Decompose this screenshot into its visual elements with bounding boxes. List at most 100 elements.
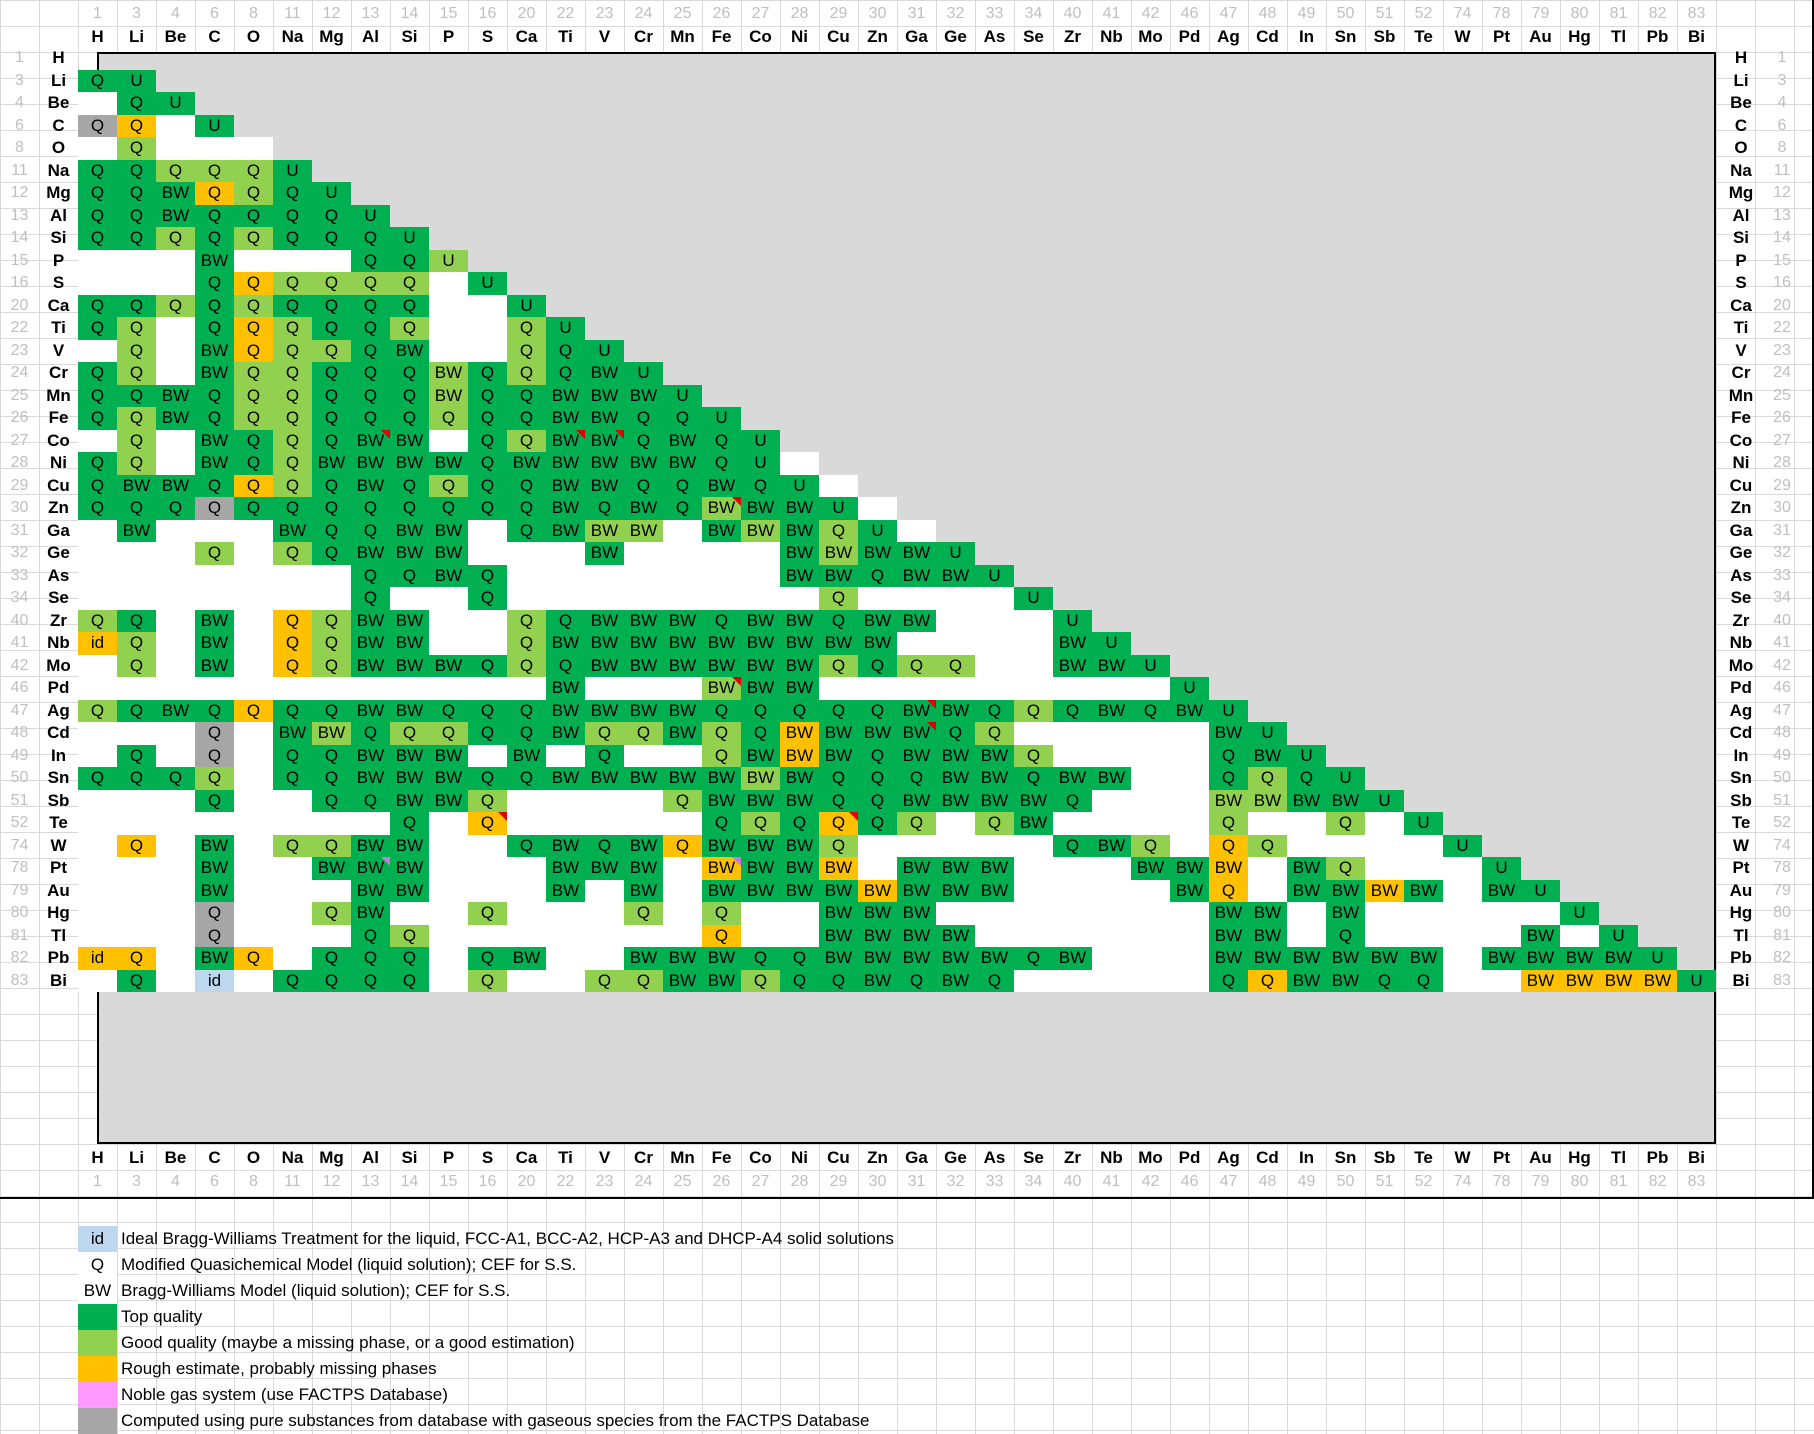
- column-number: 80: [1570, 5, 1589, 22]
- matrix-cell-empty: [273, 879, 312, 902]
- column-number: 46: [1180, 5, 1199, 22]
- row-number-right: 49: [1773, 746, 1791, 764]
- matrix-cell: BW: [546, 722, 585, 745]
- divider-line: [0, 1197, 1814, 1199]
- column-number: 52: [1414, 5, 1433, 22]
- matrix-cell: U: [156, 92, 195, 115]
- matrix-cell-empty: [78, 429, 117, 452]
- column-symbol-bottom: Al: [362, 1148, 379, 1167]
- column-symbol-bottom: Cd: [1256, 1148, 1279, 1167]
- column-symbol-bottom: Cu: [827, 1148, 850, 1167]
- row-symbol: Mn: [46, 385, 71, 405]
- matrix-cell: BW: [624, 767, 663, 790]
- matrix-cell: U: [1365, 789, 1404, 812]
- column-number-bottom: 31: [907, 1173, 926, 1190]
- column-number: 1: [93, 5, 102, 22]
- matrix-cell: Q: [468, 812, 507, 835]
- matrix-cell-empty: [273, 902, 312, 925]
- matrix-cell-empty: [585, 587, 624, 610]
- matrix-cell: BW: [1014, 812, 1053, 835]
- matrix-cell-empty: [156, 609, 195, 632]
- matrix-cell: Q: [624, 969, 663, 992]
- matrix-cell: BW: [585, 384, 624, 407]
- matrix-cell: BW: [702, 834, 741, 857]
- row-number-right: 79: [1773, 881, 1791, 899]
- matrix-cell: BW: [741, 654, 780, 677]
- matrix-cell: U: [1443, 834, 1482, 857]
- column-number: 15: [439, 5, 458, 22]
- matrix-cell: U: [1521, 879, 1560, 902]
- matrix-cell-empty: [429, 902, 468, 925]
- matrix-cell-empty: [975, 632, 1014, 655]
- column-number: 14: [400, 5, 419, 22]
- row-symbol: Mg: [46, 183, 71, 203]
- matrix-cell-empty: [1131, 677, 1170, 700]
- matrix-cell-empty: [1365, 857, 1404, 880]
- matrix-cell-empty: [663, 587, 702, 610]
- matrix-cell: Q: [312, 227, 351, 250]
- matrix-cell-empty: [1092, 722, 1131, 745]
- matrix-cell-empty: [585, 902, 624, 925]
- matrix-cell: Q: [351, 924, 390, 947]
- matrix-cell-empty: [507, 812, 546, 835]
- matrix-cell: U: [1092, 632, 1131, 655]
- matrix-cell-empty: [78, 654, 117, 677]
- matrix-cell: BW: [741, 497, 780, 520]
- matrix-cell: BW: [741, 632, 780, 655]
- matrix-cell: Q: [1209, 879, 1248, 902]
- row-number: 22: [10, 319, 29, 337]
- row-symbol-right: Cd: [1729, 723, 1753, 743]
- matrix-cell-empty: [741, 564, 780, 587]
- matrix-cell: BW: [663, 699, 702, 722]
- matrix-cell: Q: [507, 699, 546, 722]
- matrix-cell: BW: [858, 969, 897, 992]
- matrix-cell-empty: [234, 744, 273, 767]
- matrix-cell: Q: [390, 384, 429, 407]
- matrix-cell: Q: [1053, 789, 1092, 812]
- column-number-bottom: 52: [1414, 1173, 1433, 1190]
- matrix-cell: BW: [741, 834, 780, 857]
- matrix-cell: BW: [1053, 767, 1092, 790]
- matrix-cell-empty: [78, 249, 117, 272]
- matrix-cell: Q: [117, 159, 156, 182]
- matrix-cell: BW: [585, 407, 624, 430]
- matrix-cell: BW: [390, 879, 429, 902]
- matrix-cell-empty: [936, 587, 975, 610]
- matrix-cell: BW: [585, 362, 624, 385]
- row-symbol: Ti: [51, 318, 66, 338]
- matrix-cell: Q: [507, 362, 546, 385]
- matrix-cell: BW: [507, 947, 546, 970]
- column-number: 32: [946, 5, 965, 22]
- matrix-cell: BW: [663, 969, 702, 992]
- matrix-cell: BW: [897, 857, 936, 880]
- matrix-cell-empty: [234, 587, 273, 610]
- row-number: 47: [10, 701, 29, 719]
- row-symbol: As: [47, 565, 70, 585]
- matrix-cell-empty: [117, 722, 156, 745]
- matrix-cell: BW: [780, 879, 819, 902]
- column-symbol: Mn: [670, 27, 695, 46]
- matrix-cell-empty: [390, 587, 429, 610]
- matrix-cell: Q: [117, 654, 156, 677]
- matrix-cell-empty: [624, 677, 663, 700]
- matrix-cell-empty: [156, 834, 195, 857]
- row-symbol: Tl: [50, 925, 67, 945]
- matrix-cell-empty: [195, 812, 234, 835]
- matrix-cell-empty: [429, 834, 468, 857]
- matrix-cell-empty: [819, 677, 858, 700]
- matrix-cell: BW: [936, 789, 975, 812]
- matrix-cell: U: [780, 474, 819, 497]
- matrix-cell: Q: [468, 452, 507, 475]
- column-symbol-bottom: Pb: [1646, 1148, 1669, 1167]
- matrix-cell: Q: [390, 272, 429, 295]
- matrix-cell-empty: [195, 587, 234, 610]
- matrix-cell: Q: [234, 317, 273, 340]
- matrix-cell: BW: [351, 767, 390, 790]
- column-symbol: Na: [281, 27, 304, 46]
- matrix-cell: BW: [819, 879, 858, 902]
- matrix-cell: Q: [351, 789, 390, 812]
- matrix-cell: Q: [1053, 699, 1092, 722]
- matrix-cell: BW: [585, 542, 624, 565]
- matrix-cell: U: [117, 69, 156, 92]
- matrix-cell-empty: [156, 722, 195, 745]
